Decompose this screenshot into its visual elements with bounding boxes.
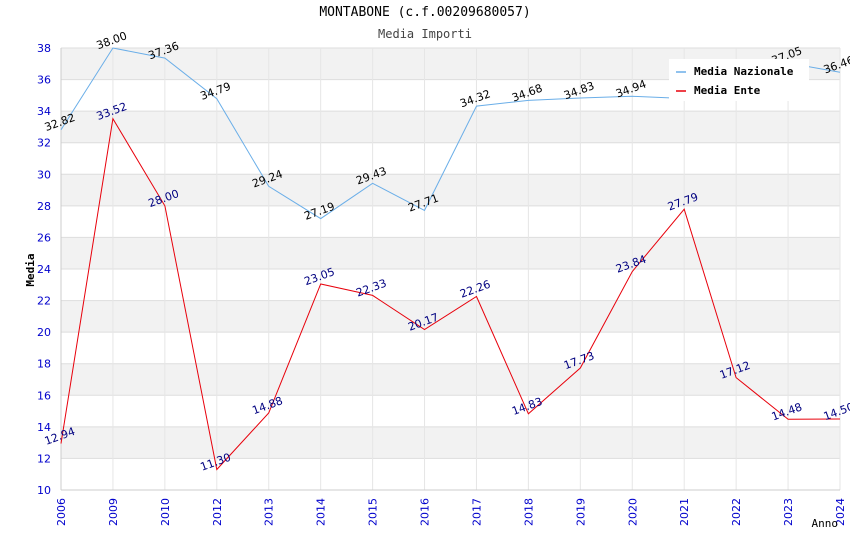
chart-title: MONTABONE (c.f.00209680057) [319,5,531,20]
y-tick-label: 18 [37,358,51,371]
legend-label-ente: Media Ente [694,84,761,97]
y-axis-title: Media [24,253,37,286]
legend-box [669,59,809,101]
grid-band [61,363,840,396]
grid-bands [61,48,840,459]
data-label: 14.83 [510,395,544,418]
series-line-ente [60,117,841,471]
data-label: 34.32 [458,87,492,110]
data-label: 34.68 [510,82,544,105]
y-tick-label: 12 [37,452,51,465]
y-tick-label: 14 [37,421,51,434]
y-tick-label: 22 [37,295,51,308]
y-tick-label: 28 [37,200,51,213]
grid-band [61,174,840,206]
legend-label-nazionale: Media Nazionale [694,65,794,78]
x-tick-label: 2024 [834,498,847,526]
x-tick-label: 2009 [107,498,120,526]
y-tick-label: 24 [37,263,51,276]
grid-band [61,237,840,269]
x-tick-labels: 2006 2009 2010 2012 2013 2014 2015 2016 2017 2018… [55,498,847,526]
grid-band [61,300,840,333]
data-label: 34.83 [562,79,596,102]
x-tick-label: 2013 [263,498,276,526]
x-tick-label: 2014 [315,498,328,526]
y-tick-label: 26 [37,231,51,244]
axes [60,48,840,491]
chart-subtitle: Media Importi [378,27,472,41]
data-label: 34.79 [199,80,233,103]
x-tick-label: 2017 [470,498,483,526]
y-tick-label: 38 [37,42,51,55]
x-tick-label: 2010 [159,498,172,526]
y-tick-label: 32 [37,137,51,150]
x-tick-label: 2012 [211,498,224,526]
y-tick-label: 30 [37,168,51,181]
y-tick-label: 10 [37,484,51,497]
y-tick-label: 34 [37,105,51,118]
x-tick-label: 2023 [782,498,795,526]
x-tick-label: 2022 [730,498,743,526]
y-tick-label: 16 [37,389,51,402]
grid-band [61,111,840,143]
x-tick-label: 2021 [678,498,691,526]
x-tick-label: 2016 [419,498,432,526]
data-label: 14.48 [770,400,804,423]
x-axis-title: Anno [812,517,839,530]
x-tick-label: 2015 [367,498,380,526]
y-tick-label: 36 [37,74,51,87]
x-tick-label: 2019 [574,498,587,526]
legend: Media Nazionale Media Ente [669,59,809,101]
y-tick-label: 20 [37,326,51,339]
x-tick-label: 2018 [522,498,535,526]
x-tick-label: 2020 [626,498,639,526]
data-label: 14.50 [822,400,850,423]
data-label: 22.33 [354,277,388,300]
y-tick-labels: 10 12 14 16 18 20 22 24 26 28 30 32 34 36 38 [37,42,51,497]
grid-band [61,426,840,459]
x-tick-label: 2006 [55,498,68,526]
